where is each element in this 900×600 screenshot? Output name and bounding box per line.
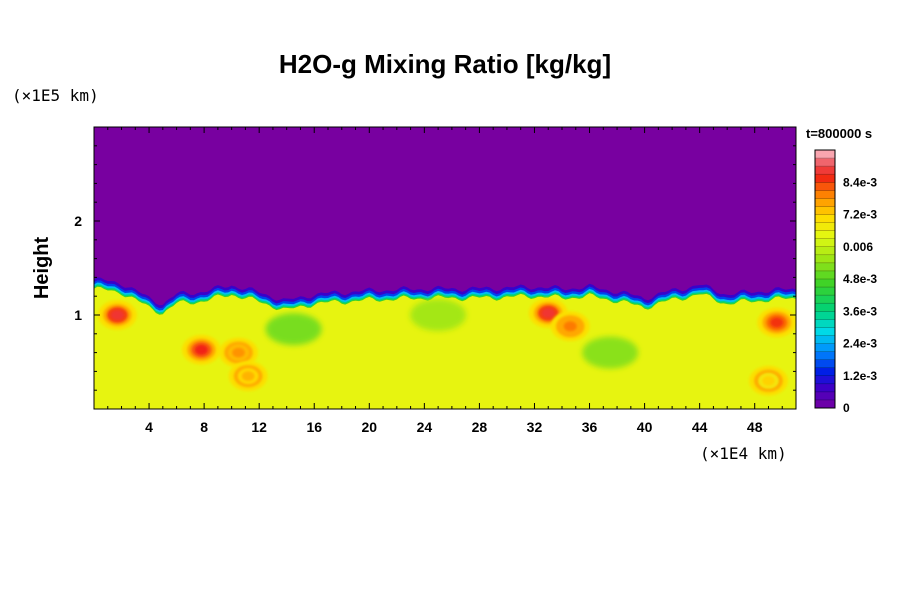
dry-patch (265, 313, 322, 346)
colorbar-swatch (815, 222, 835, 231)
x-tick-label: 40 (637, 419, 653, 435)
colorbar-tick-label: 0.006 (843, 240, 873, 254)
colorbar-tick-label: 4.8e-3 (843, 272, 877, 286)
colorbar-tick-label: 2.4e-3 (843, 337, 877, 351)
moist-layer (94, 286, 796, 409)
colorbar-tick-label: 7.2e-3 (843, 208, 877, 222)
colorbar-swatch (815, 270, 835, 280)
x-tick-label: 16 (306, 419, 322, 435)
colorbar-swatch (815, 182, 835, 191)
moist-blob (550, 311, 590, 342)
colorbar-swatch (815, 359, 835, 368)
moist-blob (748, 365, 788, 396)
colorbar-swatch (815, 190, 835, 199)
x-tick-label: 24 (417, 419, 433, 435)
y-axis-label: Height (31, 237, 53, 300)
colorbar-swatch (815, 150, 835, 159)
colorbar-tick-label: 0 (843, 401, 850, 415)
colorbar-swatch (815, 383, 835, 393)
colorbar-frame (814, 149, 836, 409)
y-tick-label: 1 (74, 307, 82, 323)
colorbar-swatch (815, 343, 835, 352)
colorbar-swatch (815, 206, 835, 215)
colorbar: 0 1.2e-3 2.4e-3 3.6e-3 4.8e-3 0.006 7.2e-3 8.4e… (814, 149, 877, 415)
colorbar-swatch (815, 279, 835, 288)
x-axis-unit: (×1E4 km) (700, 444, 787, 463)
colorbar-swatch (815, 311, 835, 320)
colorbar-swatch (815, 238, 835, 248)
colorbar-swatch (815, 391, 835, 401)
colorbar-swatch (815, 335, 835, 344)
colorbar-tick-label: 3.6e-3 (843, 304, 877, 318)
moist-blob (181, 334, 221, 365)
colorbar-swatch (815, 214, 835, 223)
x-tick-label: 36 (582, 419, 598, 435)
colorbar-swatch (815, 375, 835, 385)
colorbar-swatch (815, 254, 835, 264)
dry-patch (410, 299, 467, 331)
colorbar-swatch (815, 174, 835, 183)
x-tick-label: 44 (692, 419, 708, 435)
colorbar-swatch (815, 198, 835, 207)
colorbar-swatch (815, 166, 835, 175)
moist-blob (219, 337, 259, 368)
colorbar-swatch (815, 230, 835, 239)
x-tick-label: 20 (362, 419, 378, 435)
colorbar-swatch (815, 319, 835, 328)
colorbar-tick-label: 1.2e-3 (843, 369, 877, 383)
y-axis: 12 (74, 145, 796, 391)
moist-blob (757, 307, 796, 338)
colorbar-swatch (815, 399, 835, 409)
dry-patch (582, 336, 639, 369)
colorbar-swatch (815, 295, 835, 304)
x-tick-label: 28 (472, 419, 488, 435)
colorbar-swatch (815, 327, 835, 336)
colorbar-swatch (815, 351, 835, 360)
y-axis-unit: (×1E5 km) (12, 86, 99, 105)
time-label: t=800000 s (806, 126, 872, 141)
x-tick-label: 4 (145, 419, 153, 435)
colorbar-swatch (815, 303, 835, 312)
colorbar-tick-label: 8.4e-3 (843, 175, 877, 189)
y-tick-label: 2 (74, 213, 82, 229)
colorbar-swatch (815, 158, 835, 167)
plot-frame (93, 126, 797, 410)
colorbar-swatch (815, 262, 835, 272)
colorbar-swatch (815, 287, 835, 296)
heatmap-field (94, 127, 796, 409)
chart-title: H2O-g Mixing Ratio [kg/kg] (279, 49, 611, 79)
colorbar-swatch (815, 246, 835, 256)
colorbar-swatch (815, 367, 835, 377)
x-tick-label: 32 (527, 419, 543, 435)
x-tick-label: 12 (251, 419, 267, 435)
x-axis: 4 8 12 16 20 24 28 32 36 40 44 48 (107, 127, 783, 435)
moist-blob (228, 361, 268, 392)
x-tick-label: 8 (200, 419, 208, 435)
x-tick-label: 48 (747, 419, 763, 435)
moist-blob (97, 300, 137, 330)
